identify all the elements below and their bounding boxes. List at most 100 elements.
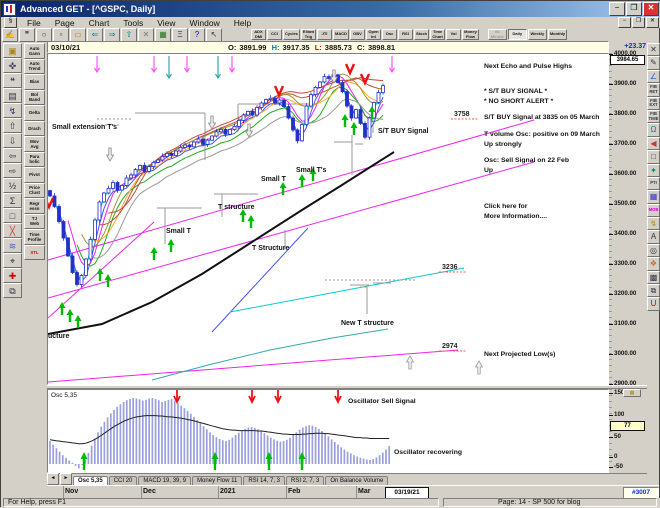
- zoom-tool-button[interactable]: ◎: [647, 243, 660, 258]
- grid-tool-button[interactable]: ▦: [647, 190, 660, 204]
- print-button[interactable]: Ξ: [172, 27, 188, 42]
- multi-lines-icon[interactable]: ≋: [3, 238, 22, 253]
- price-chart-pane[interactable]: 3758 3236 2974 Small extension T's Small T T …: [47, 53, 609, 385]
- study-obv-button[interactable]: OBV: [350, 29, 366, 40]
- menu-help[interactable]: Help: [233, 17, 252, 28]
- more-info-link[interactable]: Click here for: [484, 203, 528, 210]
- menu-view[interactable]: View: [157, 17, 176, 28]
- child-close-button[interactable]: ✕: [646, 17, 659, 28]
- pointer-button[interactable]: ✍: [2, 27, 18, 42]
- close-tool-button[interactable]: ✕: [647, 43, 660, 57]
- period-weekly-button[interactable]: Weekly: [527, 29, 547, 40]
- child-minimize-button[interactable]: −: [618, 17, 631, 28]
- study-adx-dmi-button[interactable]: ADX DMI: [251, 29, 266, 40]
- more-info-link[interactable]: More Information....: [484, 213, 547, 220]
- study-open-int-button[interactable]: Open Int: [366, 29, 382, 40]
- audio-alert-button[interactable]: Ω: [647, 123, 660, 137]
- menu-page[interactable]: Page: [54, 17, 75, 28]
- tab-scroll-right-button[interactable]: ►: [60, 473, 72, 485]
- pattern-tool-button[interactable]: ▩: [647, 270, 660, 285]
- tile-button[interactable]: ▦: [155, 27, 171, 42]
- quote-page-icon[interactable]: ❝: [3, 73, 22, 88]
- new-chart-button[interactable]: ▫: [53, 27, 69, 42]
- mob-tool-button[interactable]: MOB: [647, 203, 660, 218]
- gann-tools-icon[interactable]: ✜: [3, 58, 22, 73]
- study-rsi-button[interactable]: RSI: [398, 29, 414, 40]
- study-drach-button[interactable]: Drach: [24, 120, 45, 136]
- child-restore-button[interactable]: ❐: [632, 17, 645, 28]
- tab-cci-20[interactable]: CCI 20: [108, 476, 138, 485]
- cursor-date-box[interactable]: 03/19/21: [385, 487, 429, 499]
- study-elliott-trig-button[interactable]: Elliott Trig: [300, 28, 317, 40]
- arrow-up-icon[interactable]: ⇧: [3, 118, 22, 133]
- open-folder-icon[interactable]: ▣: [3, 43, 22, 58]
- study-auto-trend-button[interactable]: Auto Trend: [24, 58, 45, 74]
- announce-button[interactable]: ◀: [647, 136, 660, 151]
- cascade-windows-icon[interactable]: ⧉: [3, 283, 22, 298]
- pencil-tool-button[interactable]: ✎: [647, 56, 660, 70]
- study-cci-button[interactable]: CCI: [267, 29, 282, 40]
- fib-extension-button[interactable]: FIB EXT: [647, 96, 660, 110]
- wave-labels-icon[interactable]: ½: [3, 178, 22, 193]
- pane-settings-icon[interactable]: ▦: [623, 389, 641, 397]
- zoom-button[interactable]: ○: [36, 27, 52, 42]
- study-osc-button[interactable]: Osc: [382, 29, 398, 40]
- fib-sum-icon[interactable]: Σ: [3, 193, 22, 208]
- minimize-button[interactable]: −: [609, 2, 625, 16]
- tab-osc-5-35[interactable]: Osc 5,35: [73, 476, 108, 485]
- close-button[interactable]: ✕: [643, 2, 659, 16]
- study-time-chart-button[interactable]: Time Chart: [430, 29, 446, 40]
- arrow-right-icon[interactable]: ⇨: [3, 163, 22, 178]
- study-regr-essn-button[interactable]: Regr essn: [24, 198, 45, 214]
- menu-chart[interactable]: Chart: [88, 17, 110, 28]
- tab-scroll-left-button[interactable]: ◄: [47, 473, 59, 485]
- help-button[interactable]: ?: [189, 27, 205, 42]
- tab-rsi-14-7-3[interactable]: RSI 14, 7, 3: [243, 476, 285, 485]
- crossed-lines-icon[interactable]: ╳: [3, 223, 22, 238]
- trendlines-tool-button[interactable]: ∠: [647, 69, 660, 84]
- oscillator-pane[interactable]: Osc 5,35 Oscillator Sell Signal Oscillator…: [47, 389, 609, 473]
- menu-file[interactable]: File: [27, 17, 41, 28]
- box-tool-icon[interactable]: □: [3, 208, 22, 223]
- period-60-minute-button[interactable]: 60 Minute: [487, 29, 507, 40]
- tab-rsi-2-7-3[interactable]: RSI 2, 7, 3: [286, 476, 325, 485]
- study-auto-gann-button[interactable]: Auto Gann: [24, 43, 45, 59]
- arrow-down-icon[interactable]: ⇩: [3, 133, 22, 148]
- tab-macd-19-39-9[interactable]: MACD 19, 39, 9: [138, 476, 192, 485]
- quotes-button[interactable]: ❞: [19, 27, 35, 42]
- tab-money-flow-11[interactable]: Money Flow 11: [192, 476, 243, 485]
- expert-tool-button[interactable]: ✦: [647, 163, 660, 177]
- child-system-icon[interactable]: §: [4, 17, 17, 28]
- study-stoch-button[interactable]: Stoch: [414, 29, 430, 40]
- study-bol-band-button[interactable]: Bol Band: [24, 89, 45, 105]
- target-tool-icon[interactable]: ⌖: [3, 253, 22, 268]
- oscillator-axis[interactable]: 77 150 100 50 0 -50: [609, 389, 647, 473]
- study-tj-web-button[interactable]: TJ Web: [24, 213, 45, 229]
- text-tool-button[interactable]: A: [647, 230, 660, 244]
- tab-on-balance-volume[interactable]: On Balance Volume: [325, 476, 389, 485]
- period-monthly-button[interactable]: Monthly: [547, 29, 568, 40]
- delete-button[interactable]: ✕: [138, 27, 154, 42]
- magnet-tool-button[interactable]: ↯: [647, 217, 660, 231]
- study-mov-avg-button[interactable]: Mov Avg: [24, 136, 45, 152]
- study-list-icon[interactable]: ▤: [3, 88, 22, 103]
- arrow-left-icon[interactable]: ⇦: [3, 148, 22, 163]
- page-up-button[interactable]: ⇧: [121, 27, 137, 42]
- menu-tools[interactable]: Tools: [123, 17, 144, 28]
- elliott-wave-icon[interactable]: ↯: [3, 103, 22, 118]
- add-plus-icon[interactable]: ✚: [3, 268, 22, 283]
- study-time-profile-button[interactable]: Time Profile: [24, 229, 45, 245]
- study-xtl-button[interactable]: XTL: [24, 244, 45, 260]
- fib-time-button[interactable]: FIB TIME: [647, 109, 660, 124]
- context-help-button[interactable]: ↖: [206, 27, 222, 42]
- pti-tool-button[interactable]: PTI: [647, 176, 660, 191]
- study-delta-button[interactable]: Delta: [24, 105, 45, 121]
- study-para-bolic-button[interactable]: Para bolic: [24, 151, 45, 167]
- study-bias-button[interactable]: Bias: [24, 74, 45, 90]
- study-jti-button[interactable]: JTI: [317, 29, 333, 40]
- study-macd-button[interactable]: MACD: [333, 29, 350, 40]
- pane-splitter[interactable]: [47, 385, 647, 389]
- box-draw-button[interactable]: □: [647, 150, 660, 164]
- study-price-clust-button[interactable]: Price Clust: [24, 182, 45, 198]
- open-chart-button[interactable]: ▭: [70, 27, 86, 42]
